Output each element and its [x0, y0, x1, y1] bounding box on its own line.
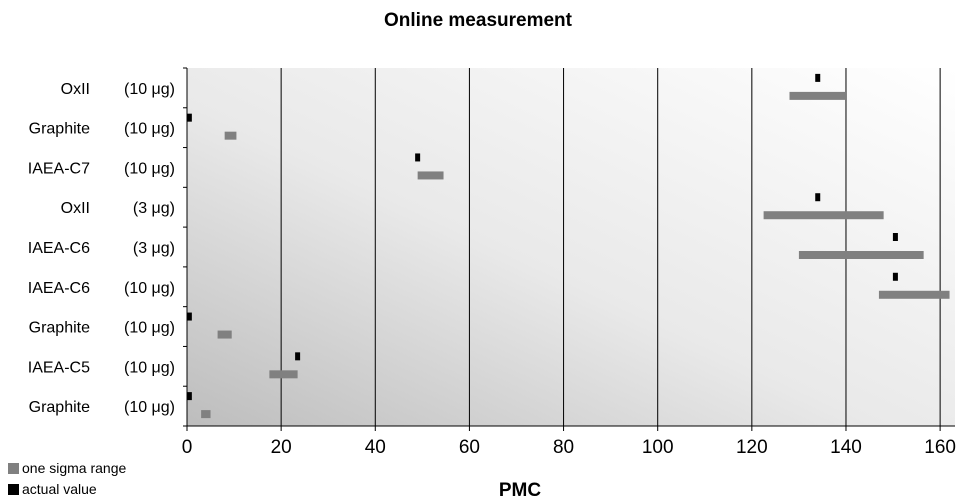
sigma-range-bar-4: [798, 251, 924, 259]
actual-value-mark-4: [892, 233, 898, 241]
actual-value-mark-2: [415, 153, 421, 162]
chart-title: Online measurement: [384, 10, 572, 31]
category-label-6: Graphite: [29, 320, 90, 337]
category-mass-label-4: (3 μg): [133, 240, 175, 257]
legend-swatch-sigma: [8, 463, 19, 474]
legend-label-sigma: one sigma range: [22, 460, 127, 476]
actual-value-mark-0: [815, 73, 821, 82]
x-axis-title: PMC: [498, 480, 542, 501]
category-label-8: Graphite: [29, 399, 90, 416]
sigma-range-bar-2: [417, 171, 444, 180]
actual-value-mark-6: [186, 312, 192, 321]
sigma-range-bar-0: [789, 91, 846, 100]
legend-item-actual: actual value: [8, 479, 126, 500]
category-label-3: OxII: [61, 200, 90, 217]
actual-value-mark-3: [815, 193, 821, 202]
actual-value-mark-1: [186, 113, 192, 122]
x-tick-label-60: 60: [459, 437, 480, 458]
category-label-7: IAEA-C5: [28, 359, 90, 376]
category-mass-label-1: (10 μg): [124, 121, 175, 138]
x-tick-label-40: 40: [365, 437, 386, 458]
grid-lines: [280, 68, 941, 426]
x-tick-label-80: 80: [553, 437, 574, 458]
sigma-range-bar-7: [269, 370, 298, 379]
category-mass-label-2: (10 μg): [124, 160, 175, 177]
category-mass-label-0: (10 μg): [124, 81, 175, 98]
x-tick-label-0: 0: [182, 437, 193, 458]
data-marks: [186, 73, 950, 419]
sigma-range-bar-3: [763, 211, 884, 220]
x-tick-label-140: 140: [830, 437, 862, 458]
plot-background: [187, 68, 955, 426]
category-mass-label-6: (10 μg): [124, 320, 175, 337]
axes: [183, 67, 955, 431]
sigma-range-bar-8: [201, 410, 211, 419]
category-mass-label-8: (10 μg): [124, 399, 175, 416]
tick-labels: 0 20 40 60 80 100 120 140 160 OxII (10 μg) Graphite…: [28, 81, 956, 458]
category-mass-label-5: (10 μg): [124, 280, 175, 297]
x-tick-label-100: 100: [642, 437, 674, 458]
legend-swatch-actual: [8, 484, 19, 495]
sigma-range-bar-1: [224, 131, 237, 140]
x-tick-label-160: 160: [924, 437, 956, 458]
sigma-range-bar-6: [217, 330, 232, 339]
category-label-2: IAEA-C7: [28, 160, 90, 177]
category-label-0: OxII: [61, 81, 90, 98]
category-label-1: Graphite: [29, 121, 90, 138]
x-tick-label-20: 20: [271, 437, 292, 458]
category-label-4: IAEA-C6: [28, 240, 90, 257]
category-mass-label-7: (10 μg): [124, 359, 175, 376]
sigma-range-bar-5: [878, 290, 950, 299]
x-tick-label-120: 120: [736, 437, 768, 458]
legend: one sigma range actual value: [8, 458, 126, 500]
actual-value-mark-7: [295, 352, 301, 361]
actual-value-mark-8: [186, 392, 192, 401]
category-label-5: IAEA-C6: [28, 280, 90, 297]
legend-label-actual: actual value: [22, 481, 97, 497]
category-mass-label-3: (3 μg): [133, 200, 175, 217]
legend-item-sigma: one sigma range: [8, 458, 126, 479]
actual-value-mark-5: [892, 272, 898, 281]
